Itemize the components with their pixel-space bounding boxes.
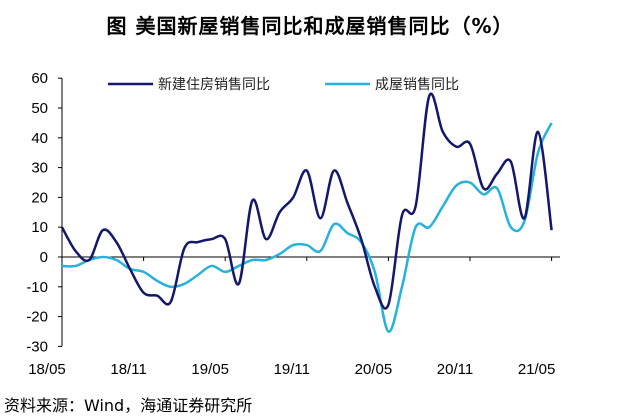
y-tick-label: 50 [31, 100, 48, 117]
x-tick-label: 19/05 [191, 361, 229, 378]
series-line-0 [60, 92, 553, 310]
y-tick-label: 20 [31, 189, 48, 206]
x-tick-label: 19/11 [274, 361, 310, 378]
series-line-1 [61, 122, 553, 333]
x-tick-label: 20/05 [355, 361, 393, 378]
x-tick-label: 21/05 [518, 361, 556, 378]
y-tick-label: 60 [31, 70, 48, 87]
chart-title: 图 美国新屋销售同比和成屋销售同比（%） [106, 14, 514, 38]
legend-label: 成屋销售同比 [375, 77, 459, 93]
y-tick-label: -20 [26, 309, 48, 326]
x-tick-label: 18/11 [110, 361, 146, 378]
legend-label: 新建住房销售同比 [158, 77, 270, 93]
y-tick-label: 40 [31, 130, 48, 147]
y-tick-label: 30 [31, 160, 48, 177]
y-tick-label: -10 [26, 279, 48, 296]
x-tick-label: 20/11 [437, 361, 473, 378]
y-tick-label: 0 [40, 249, 48, 266]
y-tick-label: 10 [31, 219, 48, 236]
y-tick-label: -30 [26, 338, 48, 355]
x-tick-label: 18/05 [28, 361, 66, 378]
source-note: 资料来源：Wind，海通证券研究所 [4, 396, 253, 415]
